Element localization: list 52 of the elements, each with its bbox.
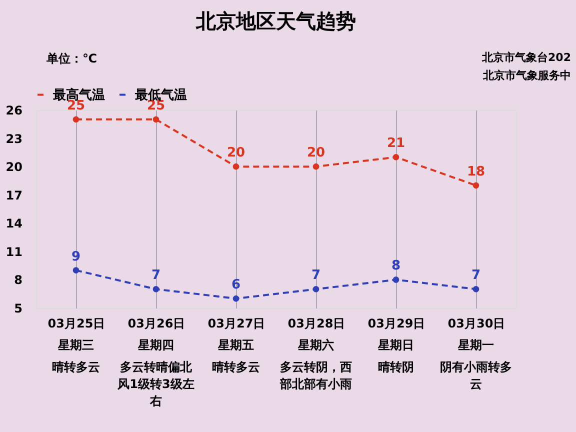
text: 晴转多云	[212, 360, 260, 374]
text: 星期六	[297, 338, 334, 352]
point	[152, 286, 160, 292]
point	[392, 154, 400, 160]
text: 北京市气象服务中	[482, 69, 571, 82]
point	[232, 163, 240, 170]
point	[72, 267, 80, 274]
text: 星期日	[377, 338, 414, 352]
text: 多云转阴，西部北部有小雨	[279, 360, 352, 391]
point	[152, 116, 160, 123]
text: 晴转多云	[52, 360, 100, 374]
data-label: 9	[71, 249, 81, 264]
point	[232, 295, 240, 302]
data-label: 18	[466, 164, 486, 180]
y-tick-label: 5	[14, 302, 22, 316]
x-tick-label: 03月25日	[48, 316, 106, 330]
y-tick-label: 26	[6, 104, 22, 118]
text: 阴有小雨转多云	[440, 360, 512, 391]
y-tick-label: 14	[6, 216, 22, 231]
y-tick-label: 20	[6, 160, 22, 174]
x-tick-label: 03月26日	[128, 316, 186, 330]
point	[472, 182, 480, 189]
data-label: 7	[471, 268, 481, 284]
x-tick-label: 03月27日	[208, 316, 266, 330]
point	[392, 276, 400, 283]
data-label: 20	[226, 146, 246, 161]
y-tick-label: 23	[6, 132, 22, 146]
x-tick-label: 03月28日	[288, 316, 346, 330]
y-tick-label: 17	[6, 188, 22, 202]
data-label: 8	[391, 258, 401, 274]
text: 星期一	[457, 338, 494, 352]
point	[312, 286, 320, 292]
text: 北京市气象台202	[481, 51, 571, 64]
text: 星期四	[137, 338, 174, 352]
y-tick-label: 11	[6, 244, 22, 259]
x-tick-label: 03月29日	[368, 316, 426, 330]
text: 多云转晴偏北风1级转3级左右	[116, 360, 194, 408]
data-label: 7	[311, 268, 321, 284]
text: 星期三	[57, 338, 94, 352]
y-axis-title: 单位：℃	[46, 52, 98, 66]
data-label: 6	[231, 278, 241, 293]
text: 星期五	[217, 338, 254, 352]
x-tick-label: 03月30日	[448, 316, 506, 330]
point	[312, 163, 320, 170]
chart-title: 北京地区天气趋势	[195, 9, 356, 33]
data-label: 21	[386, 136, 406, 152]
y-tick-label: 8	[14, 273, 22, 288]
point	[72, 116, 80, 123]
data-label: 7	[151, 268, 161, 284]
text: 晴转阴	[378, 360, 414, 374]
point	[472, 286, 480, 292]
data-label: 20	[306, 146, 326, 161]
